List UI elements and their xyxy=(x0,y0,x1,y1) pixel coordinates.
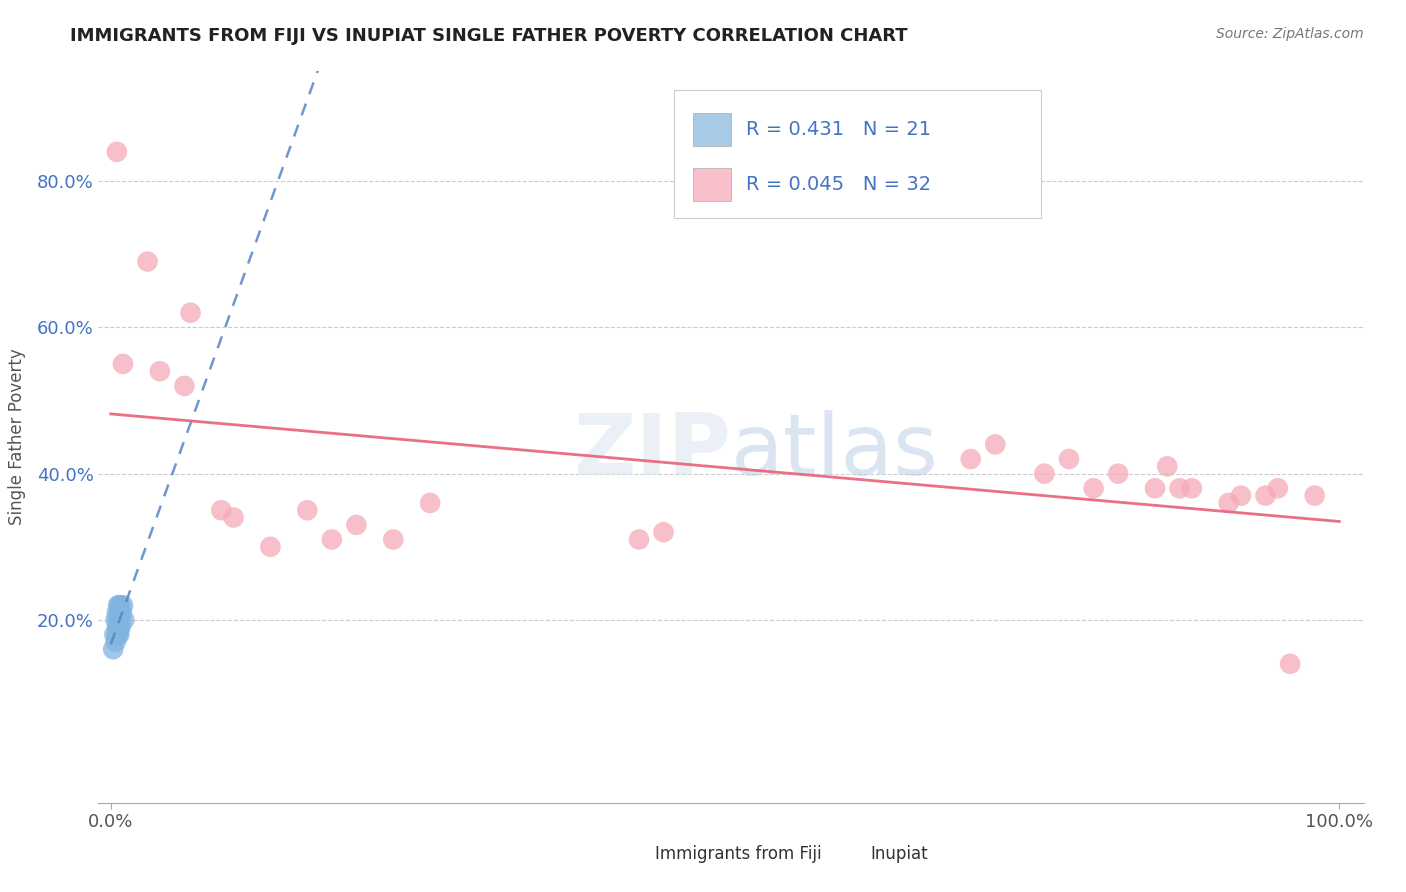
Point xyxy=(344,517,367,532)
Point xyxy=(180,306,202,320)
Text: IMMIGRANTS FROM FIJI VS INUPIAT SINGLE FATHER POVERTY CORRELATION CHART: IMMIGRANTS FROM FIJI VS INUPIAT SINGLE F… xyxy=(70,27,908,45)
Point xyxy=(1143,481,1166,495)
Point xyxy=(110,620,132,634)
Text: Inupiat: Inupiat xyxy=(870,845,928,863)
FancyBboxPatch shape xyxy=(693,169,731,202)
Point xyxy=(1181,481,1204,495)
Point xyxy=(209,503,232,517)
FancyBboxPatch shape xyxy=(693,113,731,146)
Point xyxy=(136,254,159,268)
Point xyxy=(105,606,128,620)
Point xyxy=(652,525,675,540)
Point xyxy=(1083,481,1105,495)
Point xyxy=(1279,657,1302,671)
FancyBboxPatch shape xyxy=(574,839,600,865)
Point xyxy=(108,606,131,620)
Text: atlas: atlas xyxy=(731,410,939,493)
Text: Source: ZipAtlas.com: Source: ZipAtlas.com xyxy=(1216,27,1364,41)
Point xyxy=(108,620,131,634)
Point xyxy=(382,533,405,547)
Point xyxy=(1267,481,1289,495)
Point xyxy=(1230,489,1253,503)
Point xyxy=(112,613,135,627)
Point xyxy=(1254,489,1277,503)
Point xyxy=(107,627,129,641)
Point xyxy=(107,620,129,634)
Point xyxy=(1057,452,1080,467)
Point xyxy=(105,145,128,159)
Point xyxy=(107,599,129,613)
Point xyxy=(107,613,129,627)
Text: R = 0.045   N = 32: R = 0.045 N = 32 xyxy=(747,175,931,194)
Point xyxy=(173,379,195,393)
Point xyxy=(1156,459,1178,474)
Point xyxy=(297,503,319,517)
Point xyxy=(1107,467,1129,481)
Point xyxy=(111,599,134,613)
Point xyxy=(1218,496,1240,510)
Point xyxy=(108,599,131,613)
Point xyxy=(984,437,1007,451)
Point xyxy=(103,627,125,641)
Point xyxy=(321,533,343,547)
Point xyxy=(1303,489,1326,503)
Point xyxy=(110,599,132,613)
Point xyxy=(1168,481,1191,495)
Y-axis label: Single Father Poverty: Single Father Poverty xyxy=(7,349,25,525)
FancyBboxPatch shape xyxy=(825,839,852,865)
Point xyxy=(1033,467,1056,481)
Point xyxy=(101,642,124,657)
Point xyxy=(259,540,281,554)
Point xyxy=(104,635,127,649)
Point xyxy=(108,627,131,641)
Point xyxy=(149,364,172,378)
Text: ZIP: ZIP xyxy=(574,410,731,493)
Text: R = 0.431   N = 21: R = 0.431 N = 21 xyxy=(747,120,931,139)
Text: Immigrants from Fiji: Immigrants from Fiji xyxy=(655,845,823,863)
Point xyxy=(105,627,128,641)
Point xyxy=(111,357,134,371)
Point xyxy=(222,510,245,524)
Point xyxy=(104,613,127,627)
Point xyxy=(105,620,128,634)
Point xyxy=(111,606,134,620)
FancyBboxPatch shape xyxy=(675,89,1040,218)
Point xyxy=(419,496,441,510)
Point xyxy=(110,613,132,627)
Point xyxy=(627,533,650,547)
Point xyxy=(959,452,981,467)
